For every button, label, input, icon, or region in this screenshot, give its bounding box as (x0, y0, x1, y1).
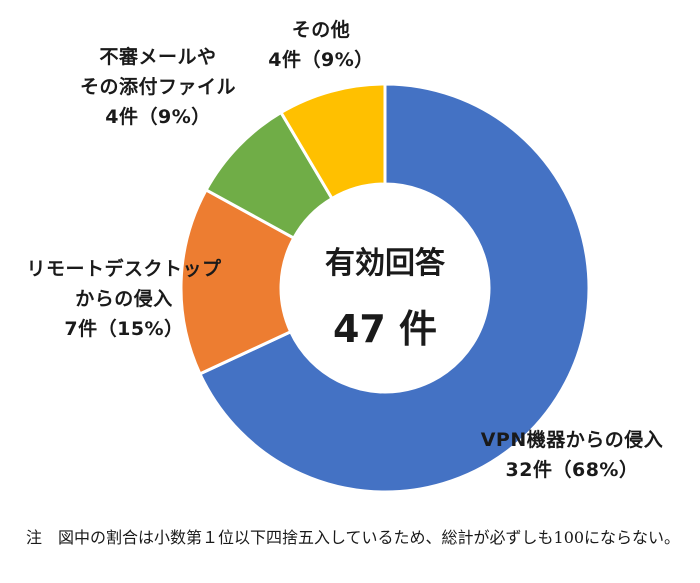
label-other-line-2: 4件（9%） (268, 49, 374, 71)
label-other-line-1: その他 (291, 19, 351, 41)
label-other: その他 4件（9%） (256, 15, 386, 75)
slice-remote-desktop (179, 187, 296, 376)
label-suspicious-mail: 不審メールや その添付ファイル 4件（9%） (62, 42, 254, 132)
slice-vpn (197, 82, 591, 494)
center-title: 有効回答 (325, 246, 445, 281)
label-remote-desktop-line-1: リモートデスクトップ (26, 258, 222, 280)
label-remote-desktop: リモートデスクトップ からの侵入 7件（15%） (8, 254, 240, 344)
label-suspicious-mail-line-2: その添付ファイル (79, 76, 236, 98)
label-vpn-line-2: 32件（68%） (505, 459, 639, 481)
label-remote-desktop-line-2: からの侵入 (75, 288, 173, 310)
label-suspicious-mail-line-3: 4件（9%） (105, 106, 211, 128)
label-remote-desktop-line-3: 7件（15%） (64, 318, 184, 340)
center-total: 47 件 (332, 307, 438, 351)
label-vpn: VPN機器からの侵入 32件（68%） (462, 425, 682, 485)
slice-other (278, 82, 387, 201)
footnote: 注 図中の割合は小数第１位以下四捨五入しているため、総計が必ずしも100にならな… (26, 528, 681, 547)
label-vpn-line-1: VPN機器からの侵入 (480, 429, 664, 451)
label-suspicious-mail-line-1: 不審メールや (99, 46, 217, 68)
